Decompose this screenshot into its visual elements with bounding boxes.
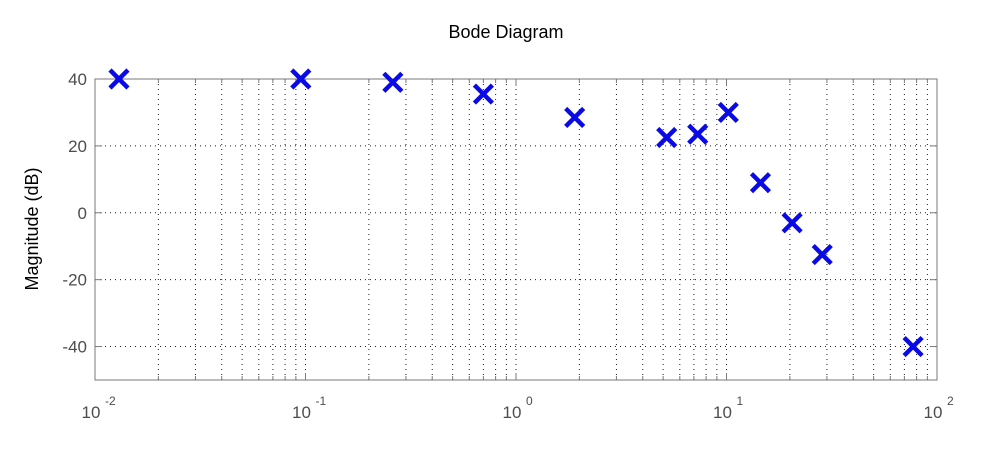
data-point-marker xyxy=(749,172,772,194)
data-point-marker xyxy=(108,68,130,90)
data-point-marker xyxy=(811,243,833,266)
data-points xyxy=(108,68,924,358)
data-point-marker xyxy=(472,83,494,105)
tick-labels: 40 20 0 -20 -40 10 -2 10 -1 10 0 10 1 10 2 xyxy=(62,70,954,422)
x-tick-label: 10 xyxy=(503,403,522,422)
y-tick-label: 0 xyxy=(78,204,87,223)
data-point-marker xyxy=(382,71,404,93)
data-point-marker xyxy=(656,126,678,149)
grid xyxy=(95,78,937,380)
data-point-marker xyxy=(290,68,312,90)
data-point-marker xyxy=(564,106,586,129)
y-tick-label: 20 xyxy=(68,137,87,156)
y-tick-label: -40 xyxy=(62,338,87,357)
x-tick-label: 10 xyxy=(713,403,732,422)
data-point-marker xyxy=(902,335,924,358)
data-point-marker xyxy=(717,101,739,124)
chart-title: Bode Diagram xyxy=(448,22,563,42)
axes xyxy=(94,78,938,381)
x-tick-exponent: -2 xyxy=(105,394,116,408)
x-tick-exponent: 1 xyxy=(737,394,744,408)
y-tick-label: 40 xyxy=(68,70,87,89)
data-point-marker xyxy=(687,123,709,145)
y-tick-label: -20 xyxy=(62,271,87,290)
x-tick-exponent: -1 xyxy=(316,394,327,408)
y-axis-label: Magnitude (dB) xyxy=(22,167,42,290)
x-tick-label: 10 xyxy=(292,403,311,422)
x-tick-exponent: 2 xyxy=(947,394,954,408)
data-point-marker xyxy=(781,212,803,234)
x-tick-exponent: 0 xyxy=(526,394,533,408)
x-tick-label: 10 xyxy=(924,403,943,422)
x-tick-label: 10 xyxy=(82,403,101,422)
